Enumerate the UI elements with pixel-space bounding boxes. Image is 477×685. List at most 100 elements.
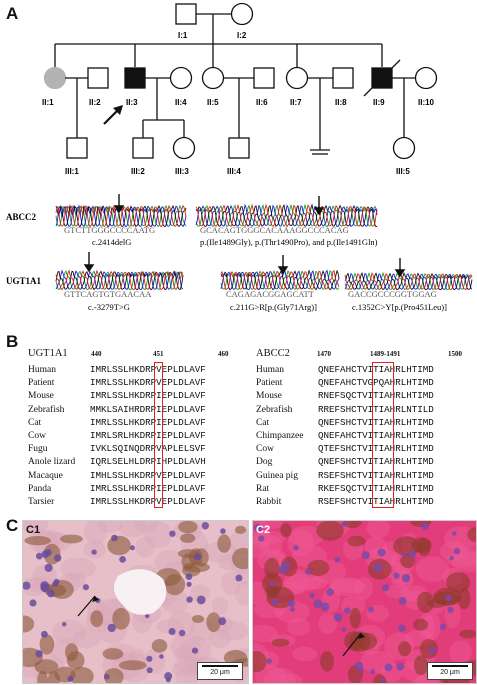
pigment-deposit	[151, 639, 168, 653]
hepatocyte	[253, 624, 278, 643]
hepatocyte	[156, 619, 185, 634]
protein-sequence: IMHLSSLHKDRPVEPLDLAVF	[90, 469, 206, 481]
nucleus	[334, 556, 341, 563]
nucleus	[447, 606, 454, 613]
pigment-deposit	[69, 666, 94, 683]
nucleus	[368, 606, 374, 613]
pigment-deposit	[347, 535, 366, 547]
hepatocyte	[423, 612, 441, 641]
label-iii2: III:2	[131, 167, 145, 176]
chromatogram-trace	[55, 204, 187, 228]
alignment-row: Fugu IVKLSQINQDRPVAPLELSVF	[28, 442, 206, 455]
pigment-deposit	[253, 651, 267, 673]
nucleus	[421, 522, 429, 530]
protein-sequence: RSEFSHCTVITIAHRLHTIMD	[318, 469, 434, 481]
pigment-deposit	[102, 648, 124, 660]
hepatocyte	[291, 646, 318, 662]
basecalls-5: GACCGCCCGGTGGAG	[348, 289, 437, 299]
pigment-deposit	[459, 629, 476, 639]
pigment-deposit	[413, 655, 428, 676]
hepatocyte	[276, 673, 303, 683]
nucleus	[453, 548, 461, 555]
pigment-deposit	[206, 612, 221, 632]
nucleus	[220, 528, 226, 534]
chromatogram-abcc2-2	[195, 203, 378, 228]
nucleus	[281, 561, 290, 570]
alignment-row: Rabbit RSEFSHCTVITIAHRLHTIMD	[256, 495, 434, 508]
species-name: Chimpanzee	[256, 430, 304, 441]
pointer-arrow	[342, 632, 362, 657]
protein-sequence: RSEFSHCTVITIAHRLHTIMD	[318, 495, 434, 507]
alignment-row: Zebrafish MMKLSAIHRDRPIEPLDLAVF	[28, 403, 206, 416]
nucleus	[111, 534, 118, 542]
nucleus	[168, 628, 176, 635]
hepatocyte	[60, 557, 96, 579]
nucleus	[451, 531, 457, 536]
ugt-pos-end: 460	[218, 350, 229, 358]
nucleus	[201, 522, 209, 530]
pigment-deposit	[217, 534, 231, 553]
protein-sequence: RREFSHCTVITIAHRLNTILD	[318, 403, 434, 415]
chromatogram-trace	[344, 272, 473, 291]
pigment-deposit	[416, 591, 434, 613]
nucleus	[373, 563, 383, 572]
nucleus	[408, 550, 417, 559]
pedigree-chart: I:1 I:2 II:1 II:2 II:3 II:4 II:5 II:6 II…	[6, 2, 473, 312]
hepatocyte	[287, 618, 311, 636]
pigment-deposit	[234, 525, 247, 534]
chromatogram-trace	[344, 271, 473, 291]
hepatocyte	[175, 665, 199, 683]
nucleus	[146, 667, 153, 674]
nucleus	[370, 669, 376, 675]
pedigree-male-ii2	[87, 67, 109, 89]
protein-sequence: QNEFAHCTVGPQAHRLHTIMD	[318, 377, 434, 389]
hepatocyte	[211, 597, 229, 615]
hepatocyte	[235, 581, 248, 606]
hepatocyte	[384, 585, 410, 599]
histology-image-c1	[22, 520, 249, 684]
hepatocyte	[216, 620, 248, 641]
hepatocyte	[161, 589, 189, 614]
scale-bar-c1-label: 20 μm	[210, 668, 230, 676]
pigment-deposit	[112, 607, 130, 630]
pedigree-male-iii1	[66, 137, 88, 159]
nucleus	[41, 630, 48, 638]
chromatogram-trace	[195, 203, 378, 228]
protein-sequence: IMRLSRLHKDRPIEPLDLAVF	[90, 429, 206, 441]
nucleus	[384, 663, 393, 672]
pedigree-female-ii5	[201, 66, 225, 90]
mutation-caption-ugt1a1-3: c.1352C>Y[p.(Pro451Leu)]	[352, 302, 447, 312]
alignment-row: Patient IMRLSSLHKDRPVEPLDLAVF	[28, 376, 206, 389]
protein-sequence: QNEFAHCTVITIAHRLHTIMD	[318, 364, 434, 375]
label-ii2: II:2	[89, 98, 101, 107]
ugt1a1-gene-label: UGT1A1	[6, 276, 42, 286]
nucleus	[266, 658, 272, 664]
protein-sequence: IMRLSSLHKDRPVEPLDLAVF	[90, 364, 206, 375]
nucleus	[428, 646, 436, 654]
hepatocyte	[451, 549, 476, 572]
pigment-deposit	[316, 521, 344, 541]
nucleus	[341, 521, 348, 527]
alignment-row: Cow IMRLSRLHKDRPIEPLDLAVF	[28, 429, 206, 442]
hepatocyte	[23, 577, 47, 597]
protein-sequence: IQRLSELHLDRPIHPLDLAVH	[90, 456, 206, 468]
nucleus	[129, 545, 135, 551]
nucleus	[354, 661, 364, 671]
protein-sequence: QNEFSHCTVITIAHRLHTIMD	[318, 456, 434, 468]
species-name: Patient	[256, 378, 283, 389]
hepatocyte	[259, 535, 283, 556]
pigment-deposit	[47, 671, 61, 683]
nucleus	[35, 650, 43, 658]
ugt-pos-start: 440	[91, 350, 102, 358]
hepatocyte	[144, 521, 172, 549]
chromatogram-trace	[55, 204, 187, 228]
chromatogram-trace	[55, 269, 184, 291]
pigment-deposit	[458, 587, 471, 610]
ugt1a1-highlight-box	[154, 362, 163, 508]
species-name: Cat	[256, 417, 270, 428]
alignment-row: Guinea pig RSEFSHCTVITIAHRLHTIMD	[256, 469, 434, 482]
hepatocyte	[174, 656, 203, 673]
pedigree-female-i2	[230, 2, 254, 26]
species-name: Zebrafish	[256, 404, 293, 415]
nucleus	[191, 647, 199, 654]
